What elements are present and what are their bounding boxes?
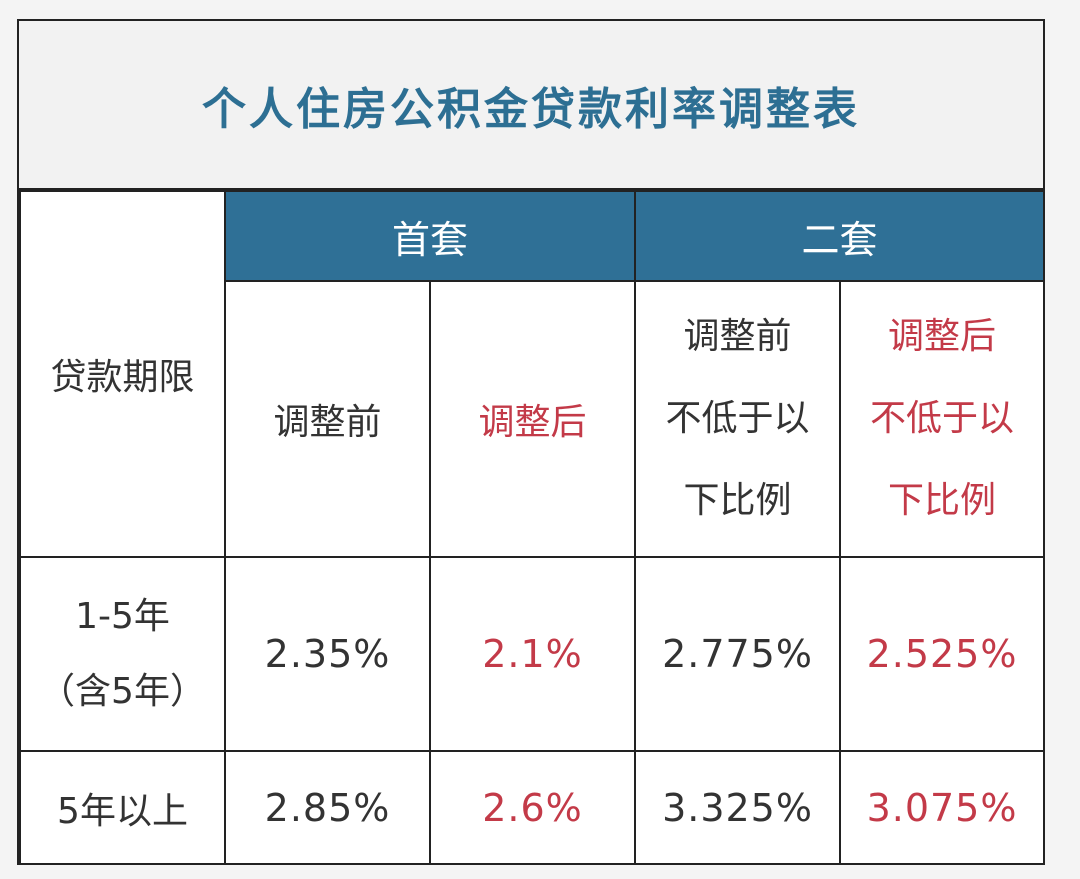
term-header-label: 贷款期限	[50, 357, 195, 398]
table-row: 5年以上 2.85% 2.6% 3.325% 3.075%	[19, 750, 1046, 865]
term-header-cell: 贷款期限	[19, 190, 226, 558]
second-after-header: 调整后 不低于以 下比例	[839, 280, 1046, 558]
first-home-label: 首套	[392, 217, 469, 262]
second-after-value: 2.525%	[839, 556, 1046, 752]
second-after-line-1: 调整后	[888, 316, 997, 357]
second-after-line-2: 不低于以	[870, 398, 1015, 439]
second-home-label: 二套	[801, 217, 878, 262]
first-after-header: 调整后	[428, 280, 637, 558]
rate-table-frame: 个人住房公积金贷款利率调整表 贷款期限 首套 二套 调整前	[17, 19, 1046, 865]
first-home-header: 首套	[223, 190, 637, 282]
rate-table: 贷款期限 首套 二套 调整前 调整后 调整前 不低于以 下比例 调整后	[19, 190, 1046, 865]
second-before-header: 调整前 不低于以 下比例	[634, 280, 842, 558]
first-after-value: 2.1%	[428, 556, 637, 752]
term-line-1: 1-5年	[75, 596, 170, 637]
term-cell: 1-5年 （含5年）	[19, 556, 226, 752]
term-line-1: 5年以上	[57, 790, 188, 832]
term-line-2: （含5年）	[39, 671, 206, 712]
second-after-line-3: 下比例	[888, 480, 997, 521]
first-before-value: 2.85%	[224, 750, 431, 865]
second-home-header: 二套	[634, 190, 1046, 282]
first-before-label: 调整前	[273, 402, 382, 443]
second-before-line-3: 下比例	[683, 480, 792, 521]
term-cell: 5年以上	[19, 750, 226, 865]
first-after-label: 调整后	[478, 402, 587, 443]
second-before-value: 3.325%	[634, 750, 842, 865]
first-after-value: 2.6%	[428, 750, 637, 865]
second-before-line-1: 调整前	[683, 316, 792, 357]
first-before-header: 调整前	[224, 280, 431, 558]
table-subheader-row: 调整前 调整后 调整前 不低于以 下比例 调整后 不低于以 下比例	[20, 280, 1046, 558]
title-area: 个人住房公积金贷款利率调整表	[19, 21, 1043, 190]
second-before-line-2: 不低于以	[665, 398, 810, 439]
table-header-row: 贷款期限 首套 二套	[19, 190, 1046, 558]
table-row: 1-5年 （含5年） 2.35% 2.1% 2.775% 2.525%	[19, 556, 1046, 752]
second-before-value: 2.775%	[634, 556, 842, 752]
second-after-value: 3.075%	[839, 750, 1046, 865]
page-title: 个人住房公积金贷款利率调整表	[202, 83, 860, 135]
first-before-value: 2.35%	[224, 556, 431, 752]
